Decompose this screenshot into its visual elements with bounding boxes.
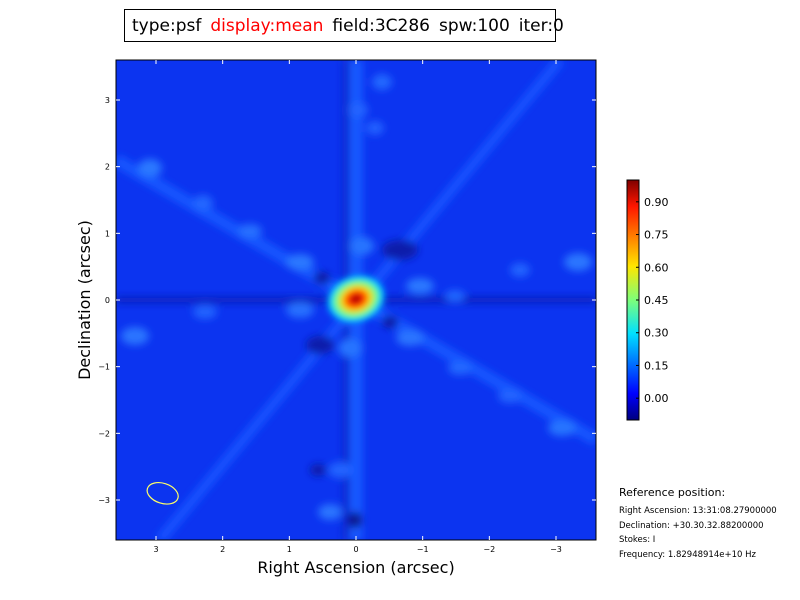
y-tick-label: 0 xyxy=(105,296,110,305)
x-tick-label: −2 xyxy=(483,545,495,554)
x-tick-label: −1 xyxy=(417,545,429,554)
y-tick-label: −2 xyxy=(98,429,110,438)
title-iter: iter:0 xyxy=(518,15,564,36)
colorbar-tick-label: 0.90 xyxy=(644,196,669,209)
x-axis-ticks: 3 2 1 0 −1 −2 −3 xyxy=(153,60,562,554)
x-tick-label: −3 xyxy=(550,545,562,554)
reference-heading: Reference position: xyxy=(619,486,726,499)
x-tick-label: 2 xyxy=(220,545,225,554)
colorbar-ticks: 0.90 0.75 0.60 0.45 0.30 0.15 0.00 xyxy=(636,196,669,405)
reference-dec: Declination: +30.30.32.88200000 xyxy=(619,520,764,531)
psf-main-lobe xyxy=(323,272,389,326)
colorbar-tick-label: 0.60 xyxy=(644,261,669,274)
title-display: display:mean xyxy=(210,15,324,36)
heatmap-area xyxy=(116,60,596,540)
y-tick-label: 3 xyxy=(105,96,110,105)
colorbar-tick-label: 0.00 xyxy=(644,392,669,405)
beam-ellipse xyxy=(146,482,179,505)
reference-stokes: Stokes: I xyxy=(619,535,656,545)
colorbar-gradient xyxy=(627,180,639,420)
reference-ra: Right Ascension: 13:31:08.27900000 xyxy=(619,506,777,516)
x-axis-label: Right Ascension (arcsec) xyxy=(257,558,454,577)
x-tick-label: 1 xyxy=(287,545,292,554)
x-tick-label: 3 xyxy=(153,545,158,554)
y-axis-label: Declination (arcsec) xyxy=(75,220,94,380)
plot-title-box: type:psf display:mean field:3C286 spw:10… xyxy=(124,9,564,42)
title-field: field:3C286 xyxy=(332,15,430,36)
colorbar: 0.90 0.75 0.60 0.45 0.30 0.15 0.00 xyxy=(626,179,669,421)
y-tick-label: −1 xyxy=(98,363,110,372)
title-type: type:psf xyxy=(132,15,202,36)
y-tick-label: 2 xyxy=(105,163,110,172)
reference-info: Reference position: Right Ascension: 13:… xyxy=(619,486,777,562)
colorbar-tick-label: 0.75 xyxy=(644,229,669,242)
title-spw: spw:100 xyxy=(438,15,510,36)
colorbar-tick-label: 0.15 xyxy=(644,359,669,372)
y-tick-label: 1 xyxy=(105,229,110,238)
x-tick-label: 0 xyxy=(353,545,358,554)
y-axis-ticks: 3 2 1 0 −1 −2 −3 xyxy=(98,96,596,505)
colorbar-tick-label: 0.45 xyxy=(644,294,669,307)
y-tick-label: −3 xyxy=(98,496,110,505)
reference-frequency: Frequency: 1.82948914e+10 Hz xyxy=(619,549,756,560)
colorbar-tick-label: 0.30 xyxy=(644,327,669,340)
